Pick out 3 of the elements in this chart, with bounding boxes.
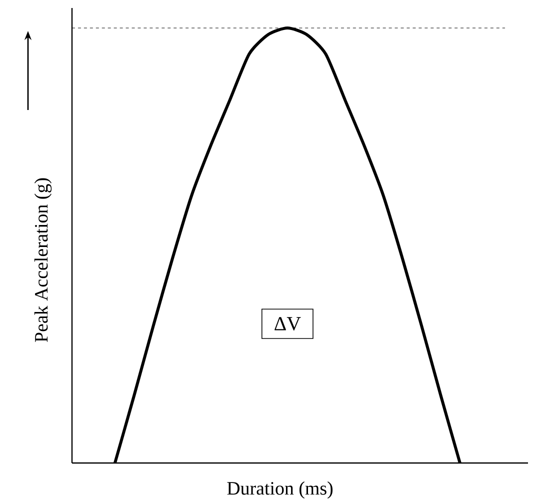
annotation: ΔV	[274, 317, 301, 331]
x-axis-title: Duration (ms)	[227, 481, 333, 499]
y-axis-title: Peak Acceleration (g)	[34, 178, 52, 342]
